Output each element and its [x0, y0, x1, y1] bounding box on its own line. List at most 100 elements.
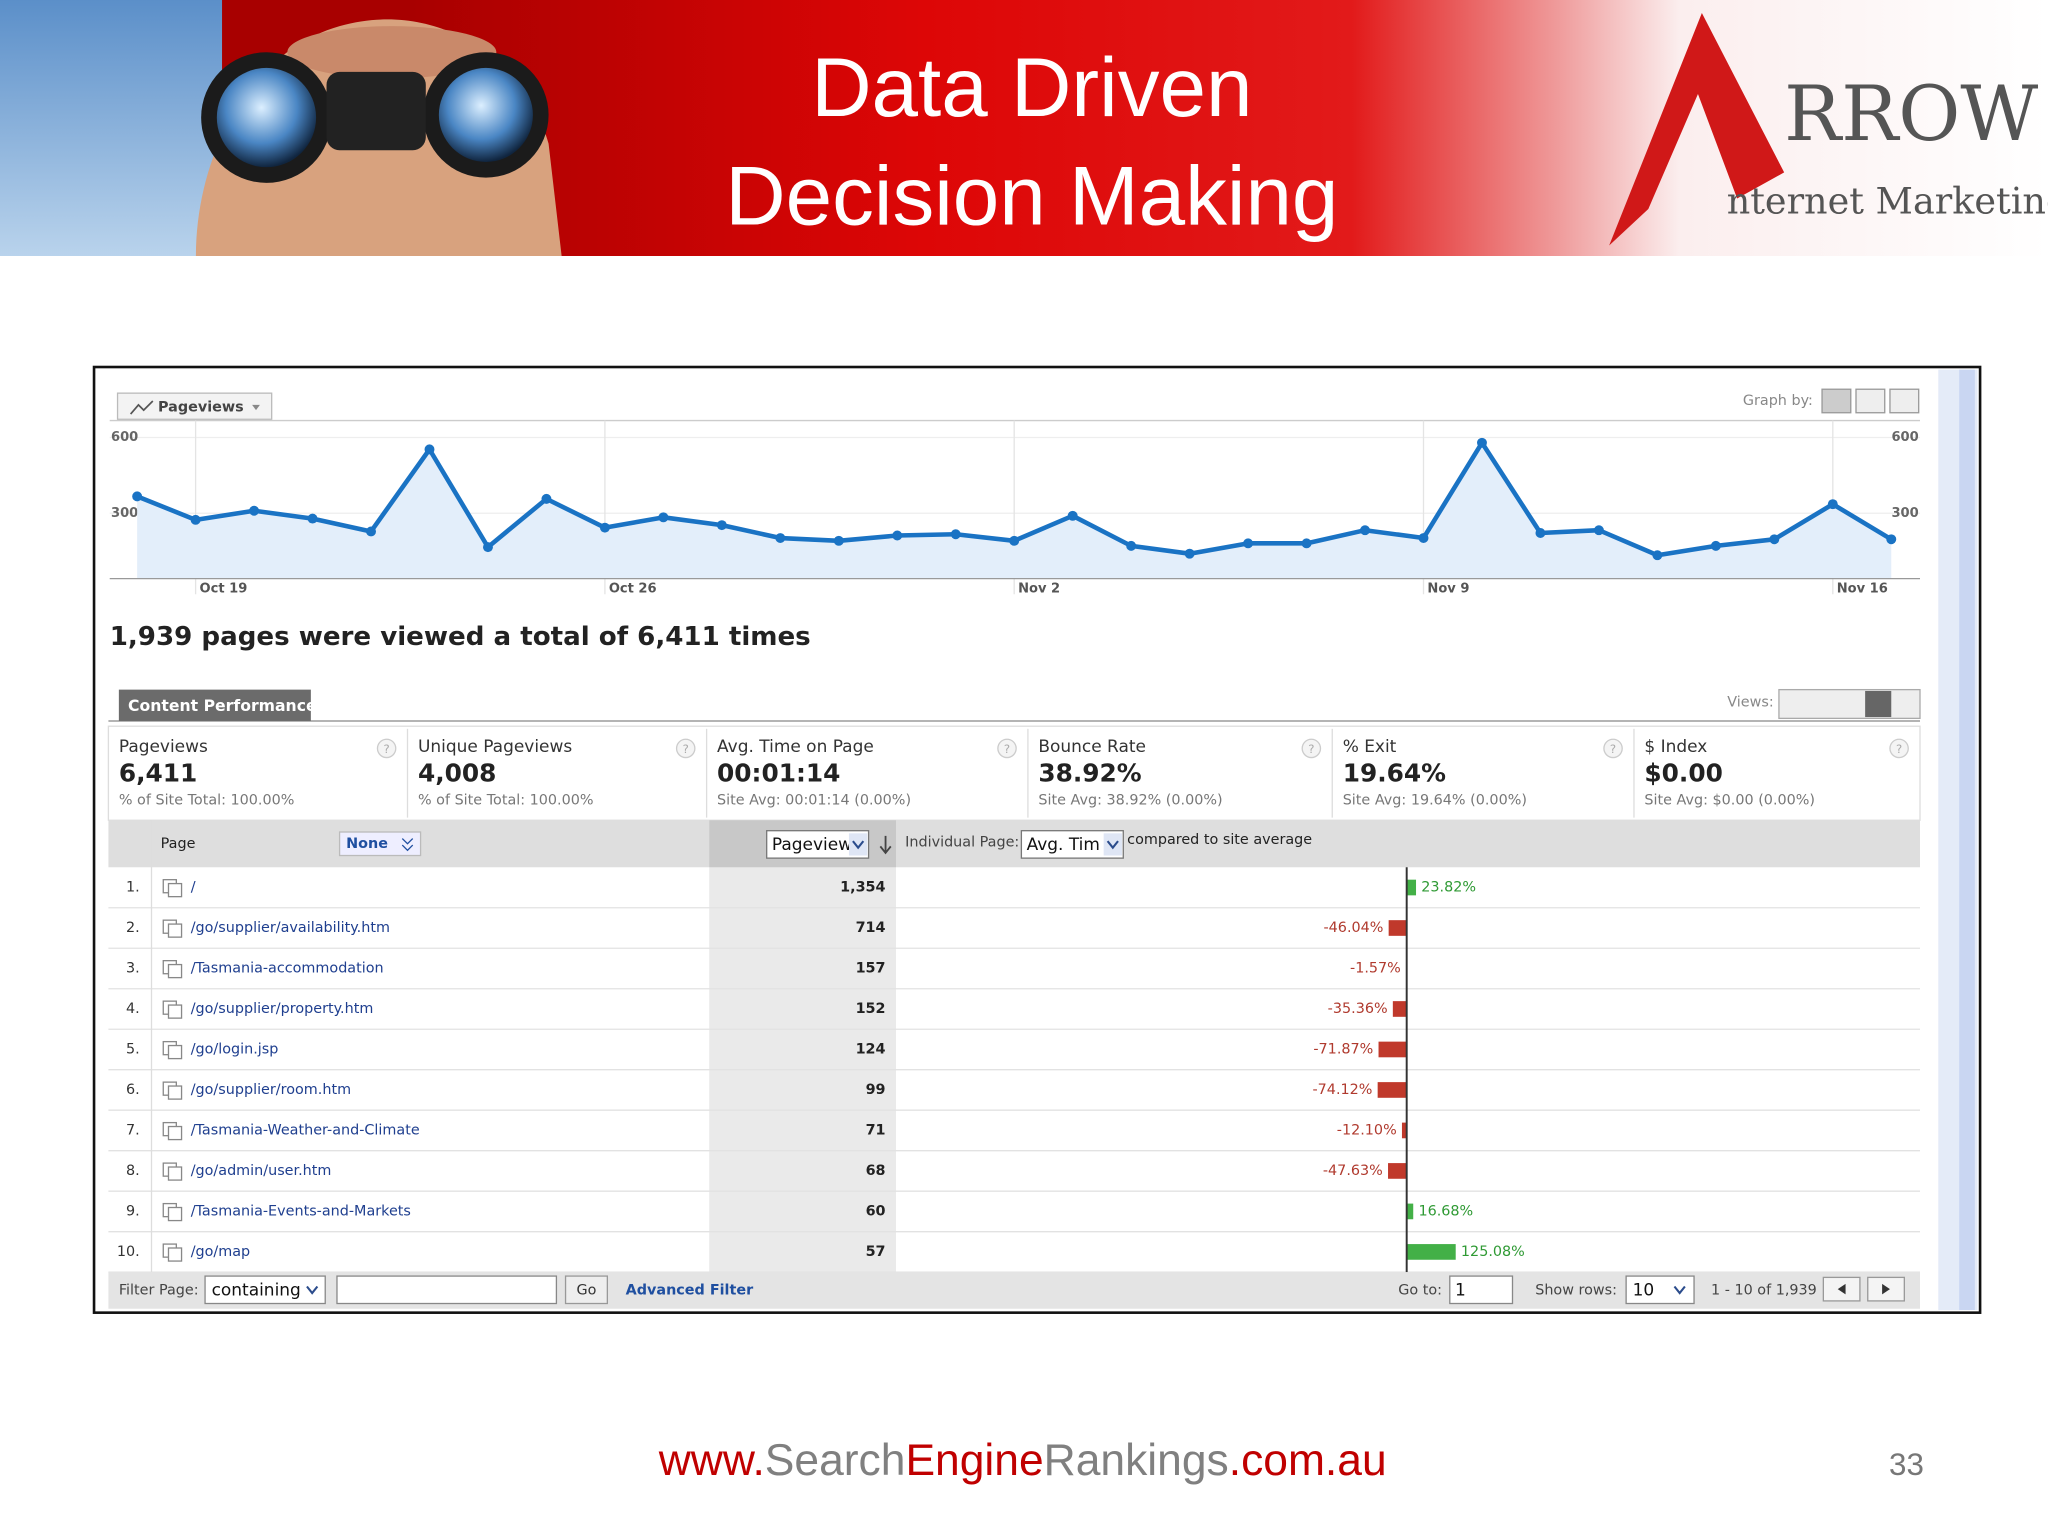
pageviews: 57: [866, 1244, 886, 1260]
comparison-bar: [1388, 920, 1407, 936]
comparison-bar: [1406, 1244, 1456, 1260]
page-link[interactable]: /go/supplier/property.htm: [191, 1001, 374, 1017]
logo-arrow: [1609, 13, 1785, 246]
filter-input[interactable]: [336, 1275, 558, 1305]
point[interactable]: [483, 542, 493, 553]
comparison-bar: [1392, 1001, 1407, 1017]
metric-name: Unique Pageviews: [418, 737, 572, 757]
page-link[interactable]: /Tasmania-accommodation: [191, 960, 384, 976]
point[interactable]: [541, 493, 552, 504]
dropdown-arrow: [1673, 1285, 1686, 1295]
sky: [0, 0, 223, 256]
segment-selector[interactable]: [338, 831, 422, 857]
help-icon[interactable]: [376, 738, 397, 759]
point[interactable]: [132, 491, 143, 502]
point[interactable]: [1243, 538, 1254, 549]
point[interactable]: [892, 530, 903, 541]
point[interactable]: [775, 533, 786, 543]
point[interactable]: [1360, 525, 1370, 536]
help-icon[interactable]: [1301, 738, 1322, 759]
open-icon[interactable]: [167, 882, 183, 898]
range: 1 - 10 of 1,939: [1711, 1282, 1817, 1298]
page-link[interactable]: /go/map: [191, 1244, 250, 1260]
open-icon[interactable]: [167, 923, 183, 938]
help-icon[interactable]: [1603, 738, 1623, 759]
x-tick-label: Oct 26: [609, 582, 657, 597]
graph-by-week[interactable]: [1855, 388, 1886, 414]
page-link[interactable]: /Tasmania-Events-and-Markets: [191, 1203, 411, 1219]
page-link[interactable]: /go/supplier/room.htm: [191, 1082, 351, 1098]
sort-direction[interactable]: [879, 835, 892, 855]
help-icon[interactable]: [675, 738, 696, 759]
point[interactable]: [950, 529, 961, 540]
open-icon[interactable]: [167, 1247, 183, 1262]
help-icon[interactable]: [1889, 738, 1909, 759]
point[interactable]: [1301, 538, 1312, 549]
y-tick-label: 600: [111, 430, 138, 445]
page-link[interactable]: /go/login.jsp: [191, 1041, 279, 1057]
page-link[interactable]: /go/admin/user.htm: [191, 1163, 332, 1179]
pageviews: 1,354: [840, 880, 885, 896]
point[interactable]: [1769, 534, 1780, 545]
point[interactable]: [833, 535, 844, 546]
point[interactable]: [716, 520, 727, 531]
filter-mode-select[interactable]: [204, 1275, 326, 1305]
point[interactable]: [1126, 540, 1137, 551]
comparison-label: 16.68%: [1418, 1203, 1473, 1219]
title-line: Decision Making: [725, 149, 1338, 243]
open-icon[interactable]: [167, 1125, 183, 1141]
scrollbar-thumb: [1959, 369, 1975, 1311]
rows-label: Show rows:: [1535, 1282, 1617, 1298]
point[interactable]: [424, 444, 435, 455]
tab[interactable]: [118, 689, 311, 721]
point[interactable]: [1184, 548, 1195, 559]
graph-by-month[interactable]: [1889, 388, 1920, 414]
page-link[interactable]: /: [191, 880, 196, 896]
open-icon[interactable]: [167, 1166, 183, 1181]
point[interactable]: [599, 522, 610, 533]
goto-input[interactable]: [1449, 1275, 1514, 1305]
metric-name: Bounce Rate: [1038, 737, 1146, 757]
open-icon[interactable]: [167, 1044, 183, 1060]
point[interactable]: [1710, 540, 1721, 551]
point[interactable]: [1067, 510, 1078, 521]
comparison-bar: [1406, 1203, 1414, 1220]
point[interactable]: [658, 512, 669, 523]
dropdown-arrow: [852, 840, 865, 850]
url-part: Rankings: [1044, 1436, 1229, 1485]
advanced-filter[interactable]: Advanced Filter: [626, 1282, 754, 1298]
point[interactable]: [1827, 499, 1838, 510]
rows-value: 10: [1633, 1280, 1655, 1300]
sort-dropdown[interactable]: [848, 833, 868, 856]
point[interactable]: [1593, 525, 1604, 536]
point[interactable]: [1535, 528, 1546, 538]
help-icon[interactable]: [997, 738, 1017, 759]
open-icon[interactable]: [167, 1004, 183, 1019]
go-button[interactable]: [564, 1275, 608, 1305]
open-icon[interactable]: [167, 1206, 183, 1222]
open-icon[interactable]: [167, 963, 183, 979]
page-link[interactable]: /go/supplier/availability.htm: [191, 920, 390, 936]
point[interactable]: [1009, 535, 1020, 546]
point[interactable]: [1652, 550, 1663, 561]
x-tick-label: Oct 19: [200, 582, 248, 597]
point[interactable]: [307, 513, 318, 524]
compare-dropdown[interactable]: [1103, 833, 1122, 856]
point[interactable]: [366, 526, 376, 537]
graph-by-label: Graph by:: [1743, 393, 1813, 409]
point[interactable]: [249, 505, 260, 516]
tab-bar: Content Performance Views:: [108, 688, 1921, 722]
point[interactable]: [190, 514, 201, 525]
point[interactable]: [1886, 534, 1897, 545]
point[interactable]: [1477, 437, 1487, 448]
x-tick-label: Nov 2: [1018, 582, 1060, 597]
view-switcher[interactable]: [1778, 688, 1921, 720]
rows-select[interactable]: [1625, 1275, 1695, 1305]
open-icon[interactable]: [167, 1085, 183, 1100]
comparison-label: -12.10%: [1337, 1122, 1397, 1138]
point[interactable]: [1418, 533, 1429, 543]
graph-by-day[interactable]: [1821, 388, 1852, 414]
page-link[interactable]: /Tasmania-Weather-and-Climate: [191, 1122, 420, 1138]
metric-selector[interactable]: [116, 392, 273, 420]
view-active[interactable]: [1865, 690, 1892, 718]
